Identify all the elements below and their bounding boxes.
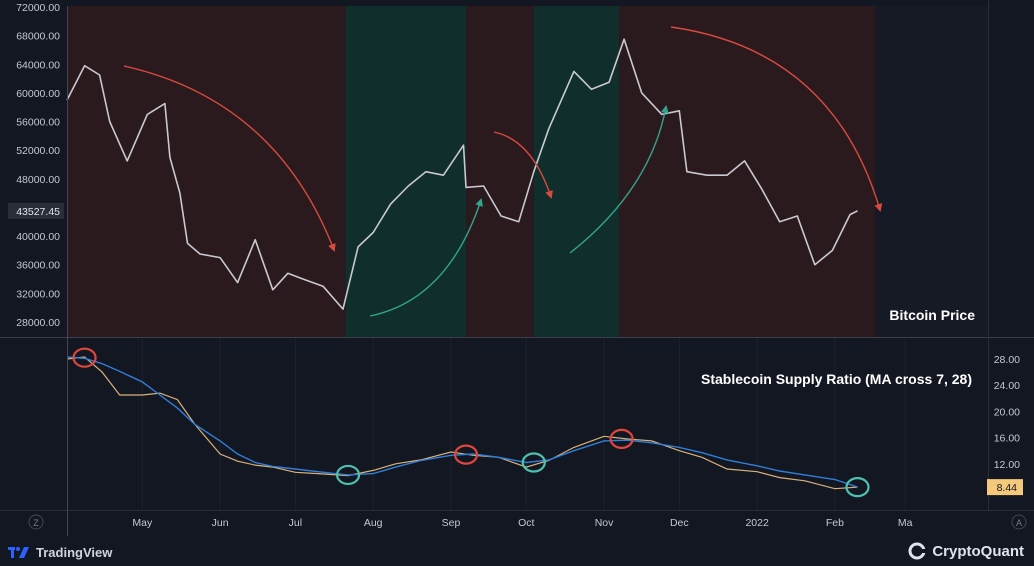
regime-zone-bull — [533, 6, 620, 337]
ssr-y-tick-label: 24.00 — [994, 380, 1020, 392]
cryptoquant-label: CryptoQuant — [932, 542, 1024, 560]
x-tick-label: Feb — [826, 517, 844, 529]
bull-trend-arrow — [569, 105, 669, 254]
price-y-tick-label: 36000.00 — [16, 260, 60, 272]
regime-zone-bear — [619, 6, 876, 337]
ssr-y-tick-label: 12.00 — [994, 459, 1020, 471]
ssr-ma28-line — [66, 356, 858, 488]
ssr-last-value-box — [987, 479, 1023, 496]
regime-zone-bear — [67, 6, 346, 337]
price-series — [66, 38, 858, 310]
cryptoquant-icon — [908, 542, 927, 560]
regime-zones — [67, 6, 876, 337]
regime-zone-bull — [345, 6, 467, 337]
x-tick-label: Jul — [289, 517, 302, 529]
price-y-tick-label: 52000.00 — [16, 145, 60, 157]
x-tick-label: Sep — [442, 517, 461, 529]
zoom-icon[interactable] — [28, 514, 44, 530]
bull-trend-arrow — [369, 198, 483, 317]
ssr-y-tick-label: 28.00 — [994, 354, 1020, 366]
trend-arrows — [123, 26, 883, 317]
bear-trend-arrow — [670, 26, 883, 212]
regime-zone-bear — [466, 6, 534, 337]
cross-marker-bull — [521, 452, 546, 473]
price-y-tick-label: 72000.00 — [16, 2, 60, 14]
x-tick-label: Jun — [212, 517, 229, 529]
ssr-title: Stablecoin Supply Ratio (MA cross 7, 28) — [701, 371, 972, 387]
x-tick-label: 2022 — [745, 517, 769, 529]
price-y-tick-label: 40000.00 — [16, 231, 60, 243]
price-y-tick-label: 56000.00 — [16, 117, 60, 129]
cross-marker-bear — [609, 428, 634, 450]
bitcoin-price-line — [66, 38, 858, 310]
x-tick-label: Nov — [595, 517, 614, 529]
cryptoquant-logo[interactable]: CryptoQuant — [908, 542, 1024, 560]
axis-corner-right: A — [1016, 518, 1022, 528]
axis-corner-left: Z — [33, 518, 39, 528]
x-tick-label: Dec — [670, 517, 689, 529]
chart-canvas[interactable]: 72000.00 68000.00 64000.00 60000.00 56000.00… — [0, 0, 1034, 536]
ssr-y-tick-label: 20.00 — [994, 406, 1020, 418]
price-last-value-label: 43527.45 — [16, 206, 60, 218]
price-y-tick-label: 32000.00 — [16, 288, 60, 300]
cross-marker-bull — [845, 477, 870, 498]
cross-marker-bear — [72, 347, 97, 368]
footer: TradingView CryptoQuant — [0, 536, 1034, 566]
price-title: Bitcoin Price — [889, 307, 975, 323]
auto-scale-icon[interactable] — [1011, 514, 1027, 530]
x-tick-label: Oct — [518, 517, 534, 529]
x-tick-label: Ma — [898, 517, 913, 529]
price-y-tick-label: 60000.00 — [16, 88, 60, 100]
tradingview-logo[interactable]: TradingView — [8, 544, 112, 560]
cross-marker-bear — [453, 444, 479, 465]
ssr-last-value-label: 8.44 — [997, 482, 1018, 494]
bear-trend-arrow — [493, 131, 553, 199]
ssr-series — [66, 347, 870, 498]
ssr-y-tick-label: 16.00 — [994, 433, 1020, 445]
x-tick-label: Aug — [364, 517, 383, 529]
price-last-value-box — [8, 202, 64, 219]
price-y-tick-label: 64000.00 — [16, 59, 60, 71]
tradingview-label: TradingView — [36, 544, 113, 560]
price-y-tick-label: 48000.00 — [16, 174, 60, 186]
tradingview-icon — [8, 547, 29, 558]
price-y-tick-label: 68000.00 — [16, 31, 60, 43]
price-y-tick-label: 28000.00 — [16, 317, 60, 329]
x-tick-label: May — [132, 517, 153, 529]
bear-trend-arrow — [123, 65, 336, 252]
cross-marker-bull — [335, 464, 361, 486]
